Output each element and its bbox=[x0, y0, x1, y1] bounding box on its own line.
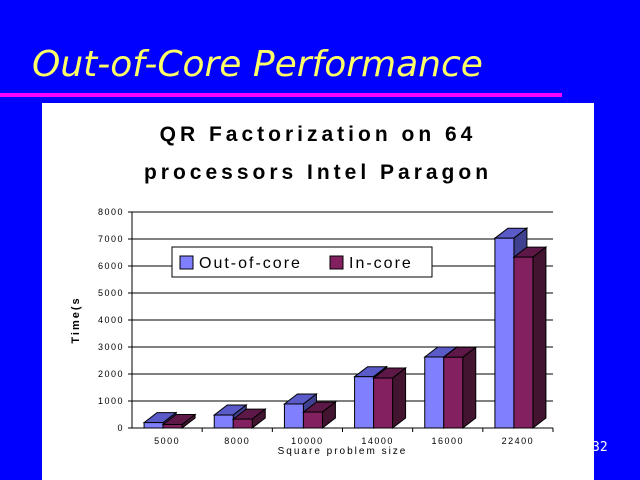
legend-swatch-out-of-core bbox=[179, 255, 194, 270]
page-number: 32 bbox=[592, 440, 608, 455]
bar-out-of-core bbox=[354, 376, 375, 429]
chart-title: QR Factorization on 64 processors Intel … bbox=[42, 116, 594, 192]
bar-out-of-core bbox=[424, 356, 445, 429]
bar-out-of-core bbox=[213, 414, 234, 429]
x-tick-label: 16000 bbox=[431, 436, 464, 446]
bar-side-1 bbox=[532, 246, 547, 430]
chart-title-line2: processors Intel Paragon bbox=[143, 161, 493, 184]
bar-in-core bbox=[302, 411, 323, 429]
y-tick-label: 2000 bbox=[98, 369, 124, 379]
bar-out-of-core bbox=[494, 237, 515, 429]
y-tick-label: 5000 bbox=[98, 288, 124, 298]
title-divider bbox=[0, 93, 562, 97]
bar-in-core bbox=[443, 356, 464, 429]
bar-out-of-core bbox=[143, 422, 164, 429]
bar-side-1 bbox=[392, 367, 407, 430]
bar-out-of-core bbox=[283, 403, 304, 429]
slide-title: Out-of-Core Performance bbox=[32, 44, 483, 85]
legend-label-out-of-core: Out-of-core bbox=[199, 255, 302, 272]
y-tick-label: 3000 bbox=[98, 342, 124, 352]
x-tick-label: 10000 bbox=[291, 436, 324, 446]
legend-label-in-core: In-core bbox=[349, 255, 413, 272]
bar-in-core bbox=[513, 256, 534, 429]
bar-in-core bbox=[162, 423, 183, 429]
y-tick-label: 7000 bbox=[98, 234, 124, 244]
x-tick-label: 22400 bbox=[502, 436, 535, 446]
legend-swatch-in-core bbox=[329, 255, 344, 270]
x-axis-label: Square problem size bbox=[278, 446, 408, 457]
y-tick-label: 0 bbox=[117, 423, 124, 433]
y-axis-label: Time(s bbox=[70, 296, 82, 343]
bar-in-core bbox=[373, 377, 394, 429]
x-tick-label: 14000 bbox=[361, 436, 394, 446]
legend bbox=[171, 246, 433, 278]
y-tick-label: 6000 bbox=[98, 261, 124, 271]
x-tick-label: 8000 bbox=[224, 436, 250, 446]
chart-title-line1: QR Factorization on 64 bbox=[159, 123, 477, 146]
y-tick-label: 1000 bbox=[98, 396, 124, 406]
x-tick-label: 5000 bbox=[154, 436, 180, 446]
bar-in-core bbox=[232, 418, 253, 429]
y-tick-label: 4000 bbox=[98, 315, 124, 325]
bar-side-1 bbox=[462, 346, 477, 430]
y-tick-label: 8000 bbox=[98, 207, 124, 217]
